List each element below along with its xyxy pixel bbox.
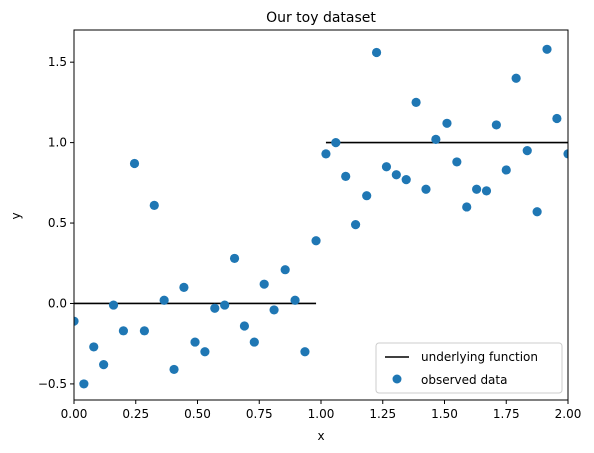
x-tick-label: 2.00 <box>555 407 582 421</box>
data-point <box>563 149 568 159</box>
legend-label-data: observed data <box>421 373 507 387</box>
data-point <box>472 184 482 194</box>
data-point <box>269 305 279 315</box>
x-axis-label: x <box>317 429 324 443</box>
x-tick-label: 0.00 <box>61 407 88 421</box>
x-tick-label: 1.25 <box>369 407 396 421</box>
data-point <box>280 265 290 275</box>
y-tick-label: −0.5 <box>38 377 67 391</box>
data-point <box>300 347 310 357</box>
data-point <box>149 200 159 210</box>
data-point <box>220 300 230 310</box>
x-tick-label: 1.50 <box>431 407 458 421</box>
x-tick-label: 1.75 <box>493 407 520 421</box>
data-point <box>411 97 421 107</box>
legend-frame <box>375 342 563 394</box>
legend-point-swatch <box>392 374 402 384</box>
data-point <box>139 326 149 336</box>
data-point <box>290 295 300 305</box>
data-point <box>169 364 179 375</box>
legend: underlying function observed data <box>375 342 563 394</box>
x-tick-label: 0.25 <box>122 407 149 421</box>
data-point <box>442 118 452 128</box>
data-point <box>401 175 411 185</box>
data-point <box>462 202 472 212</box>
data-point <box>311 236 321 246</box>
y-tick-label: 0.5 <box>48 216 67 230</box>
data-point <box>381 162 392 172</box>
data-point <box>532 207 542 217</box>
y-tick-label: 1.5 <box>48 55 67 69</box>
data-point <box>129 158 140 169</box>
x-tick-label: 0.50 <box>184 407 211 421</box>
chart-title: Our toy dataset <box>266 10 376 26</box>
data-point <box>522 146 532 156</box>
data-point <box>210 303 220 313</box>
data-point <box>239 321 250 331</box>
data-point <box>542 44 552 54</box>
data-point <box>452 157 462 167</box>
data-point <box>481 186 492 196</box>
data-point <box>331 138 341 148</box>
data-point <box>99 360 109 370</box>
data-point <box>391 170 401 180</box>
data-point <box>350 220 361 230</box>
data-point <box>74 316 79 326</box>
y-tick-label: 1.0 <box>48 136 67 150</box>
x-tick-label: 0.75 <box>246 407 273 421</box>
y-axis-label: y <box>9 212 23 219</box>
data-point <box>421 184 431 194</box>
data-point <box>321 149 331 159</box>
data-point <box>511 73 521 83</box>
data-point <box>118 326 128 336</box>
data-point <box>362 191 372 201</box>
axes: 0.00 0.25 0.50 0.75 1.00 1.25 1.50 1.75 2.00 −0.5… <box>38 29 582 421</box>
data-point <box>431 134 441 144</box>
data-point <box>159 295 169 305</box>
data-point <box>371 47 382 58</box>
data-point <box>179 282 189 292</box>
data-point <box>108 300 119 310</box>
y-tick-label: 0.0 <box>48 296 67 310</box>
data-point <box>79 379 89 389</box>
data-point <box>552 113 562 124</box>
data-point <box>89 342 99 352</box>
data-point <box>200 347 210 357</box>
legend-label-function: underlying function <box>421 350 538 364</box>
data-point <box>501 165 511 175</box>
data-point <box>190 337 200 347</box>
data-point <box>491 120 501 130</box>
data-point <box>341 171 351 181</box>
data-point <box>229 253 240 264</box>
plot-area <box>74 44 568 389</box>
data-point <box>249 337 259 347</box>
data-point <box>259 279 269 289</box>
x-tick-label: 1.00 <box>308 407 335 421</box>
